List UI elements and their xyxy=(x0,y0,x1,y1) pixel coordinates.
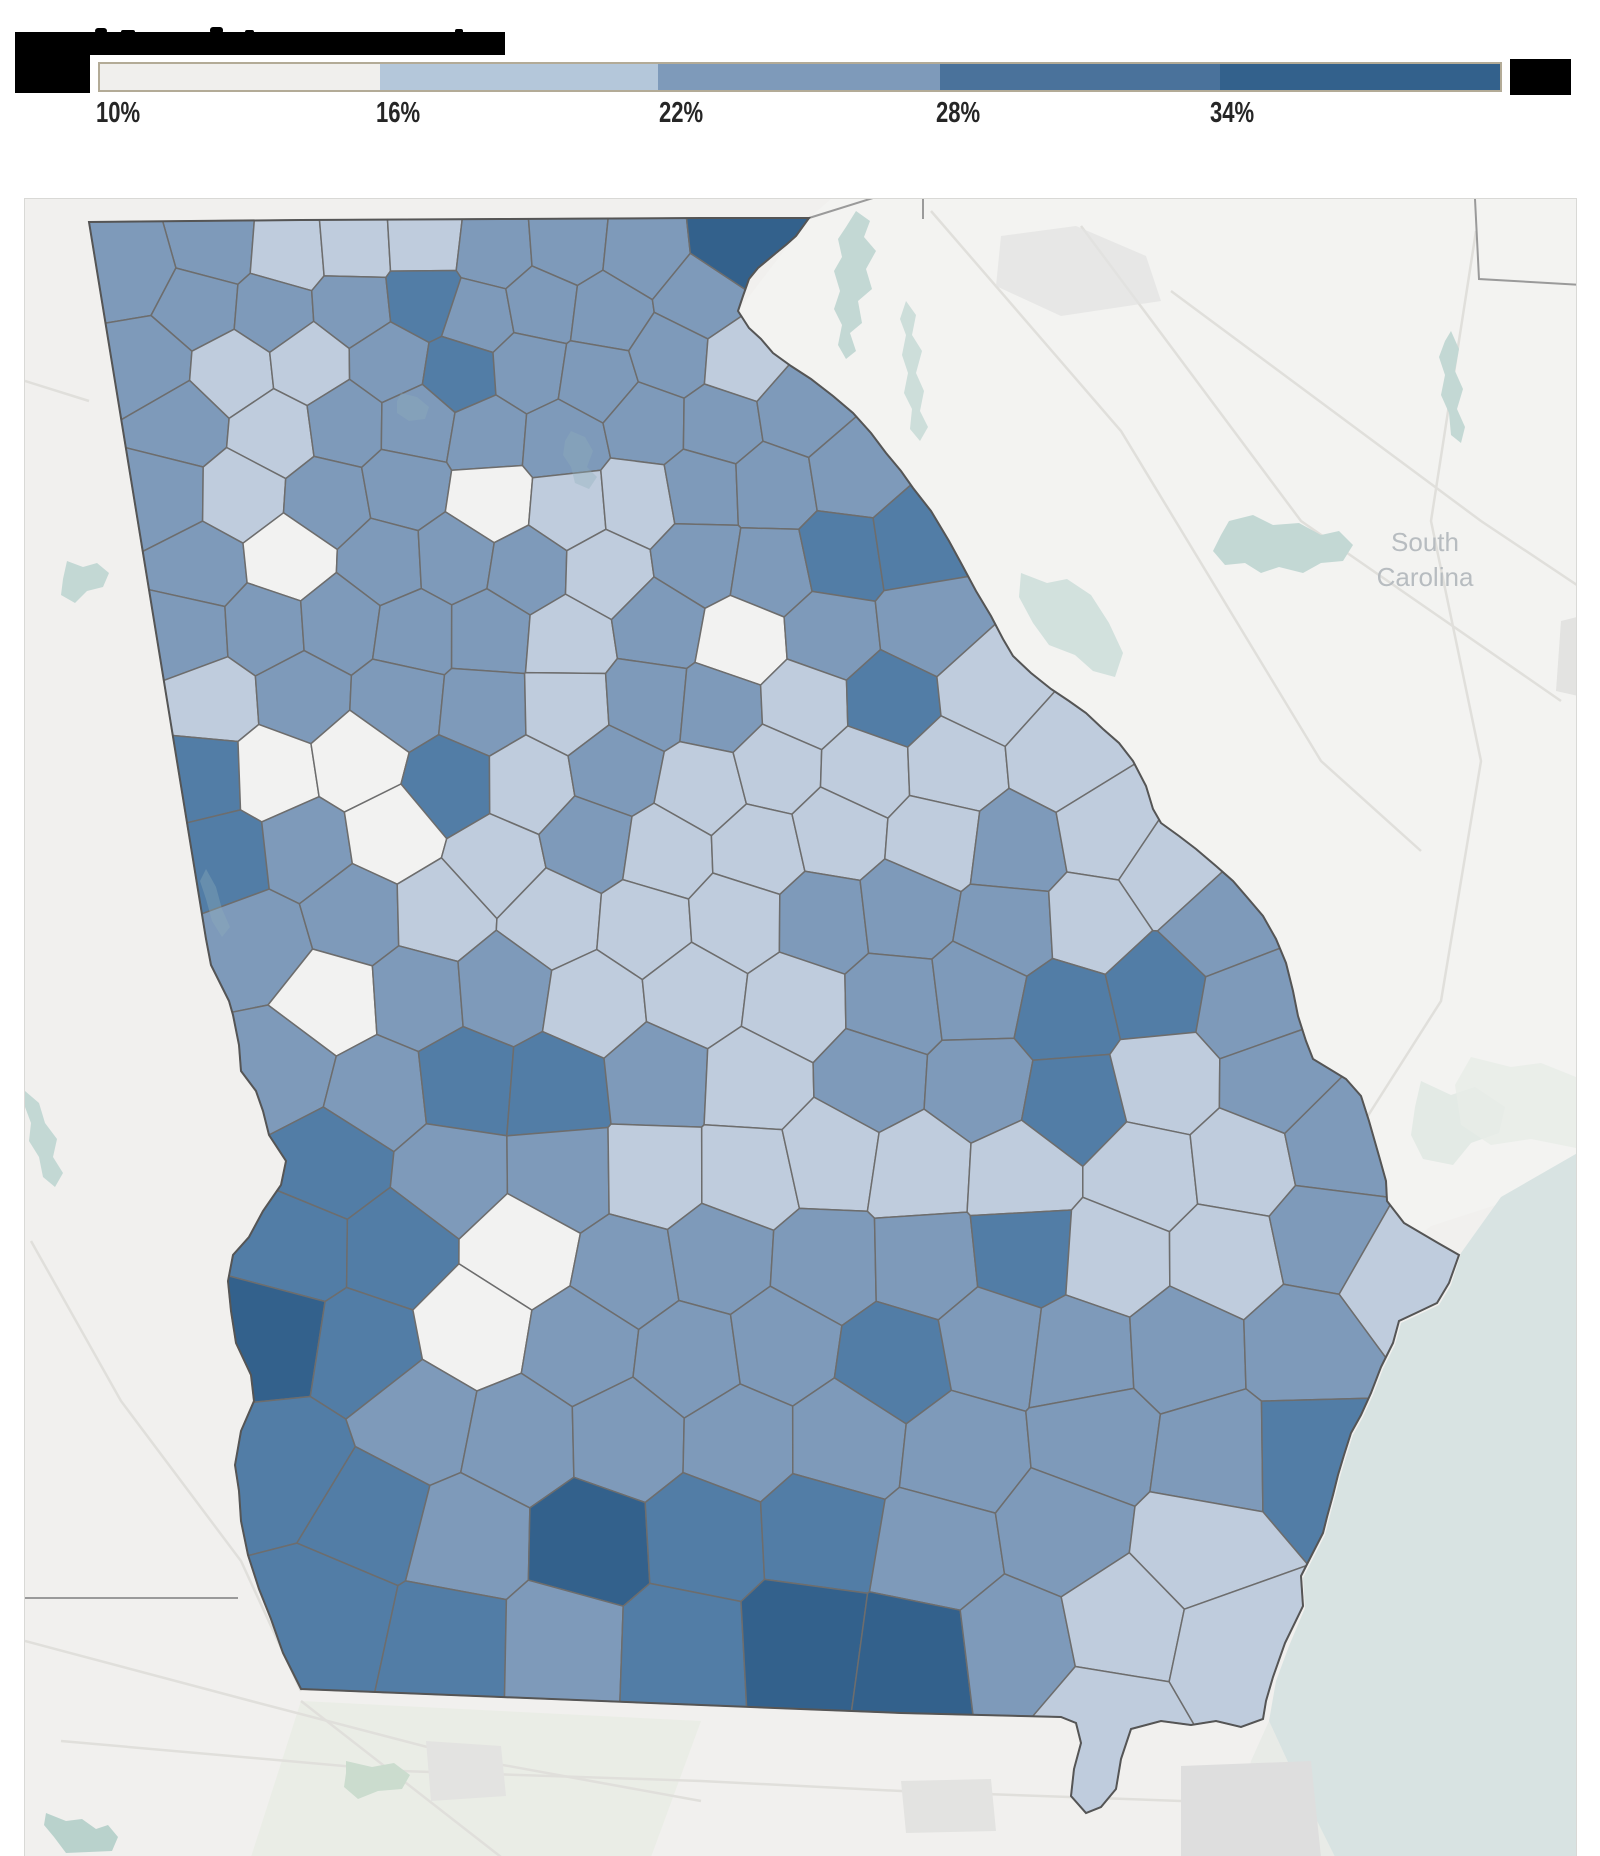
svg-text:Carolina: Carolina xyxy=(1377,562,1474,592)
svg-text:South: South xyxy=(1391,527,1459,557)
